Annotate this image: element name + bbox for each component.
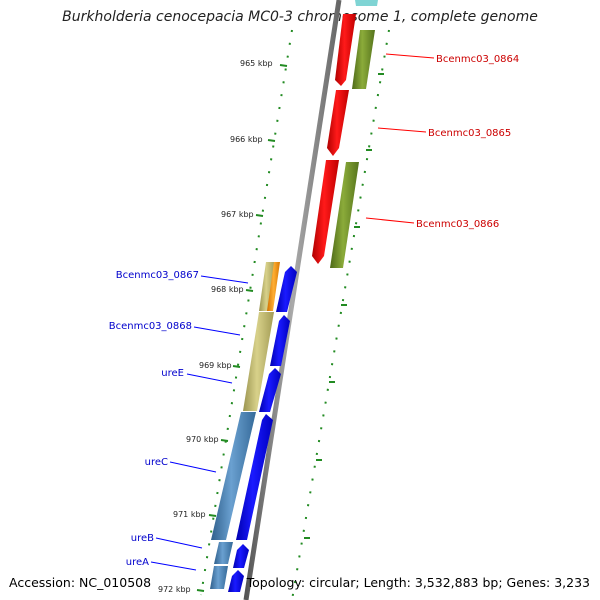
cog-block-ureB — [214, 542, 233, 564]
reverse-genes — [228, 266, 297, 592]
cog-track-reverse — [210, 262, 280, 589]
tick-guide-inner — [200, 29, 293, 596]
accession-text: Accession: NC_010508 — [9, 575, 152, 590]
gene-arrow-ureA — [228, 570, 244, 592]
cog-block-0867b — [267, 262, 280, 311]
kbp-label-970: 970 kbp — [186, 435, 219, 444]
gene-label-0866[interactable]: Bcenmc03_0866 — [416, 219, 499, 230]
kbp-label-969: 969 kbp — [199, 361, 232, 370]
kbp-label-972: 972 kbp — [158, 585, 191, 594]
kbp-label-966: 966 kbp — [230, 135, 263, 144]
gene-arrow-0868 — [270, 315, 290, 366]
forward-leaders — [365, 53, 435, 224]
cog-block-0864 — [352, 30, 375, 89]
kbp-label-968: 968 kbp — [211, 285, 244, 294]
gene-label-ureA[interactable]: ureA — [126, 557, 149, 568]
genome-backbone — [243, 0, 342, 600]
gene-label-0864[interactable]: Bcenmc03_0864 — [436, 54, 519, 65]
gene-arrow-ureE — [259, 368, 281, 412]
map-title: Burkholderia cenocepacia MC0-3 chromosom… — [62, 9, 538, 25]
gene-label-ureE[interactable]: ureE — [161, 368, 184, 379]
topology-text: Topology: circular; Length: 3,532,883 bp… — [246, 575, 590, 590]
gene-arrow-0867 — [276, 266, 297, 312]
cog-block-0866 — [330, 162, 359, 268]
gene-label-0867[interactable]: Bcenmc03_0867 — [116, 270, 199, 281]
gene-arrow-0865 — [327, 90, 349, 156]
gene-arrow-0866 — [312, 160, 339, 264]
gene-arrow-ureB — [233, 544, 249, 568]
cog-fragment-top — [355, 0, 378, 6]
kbp-ticks — [196, 64, 288, 592]
gene-arrow-ureC — [236, 414, 273, 540]
forward-genes — [312, 14, 356, 264]
gene-label-0868[interactable]: Bcenmc03_0868 — [109, 321, 192, 332]
outer-ticks — [304, 73, 384, 539]
gene-label-ureC[interactable]: ureC — [145, 457, 168, 468]
gene-label-ureB[interactable]: ureB — [131, 533, 154, 544]
kbp-label-971: 971 kbp — [173, 510, 206, 519]
kbp-label-965: 965 kbp — [240, 59, 273, 68]
gene-label-0865[interactable]: Bcenmc03_0865 — [428, 128, 511, 139]
tick-guide-outer — [291, 29, 390, 600]
reverse-leaders — [150, 275, 249, 571]
cog-track-forward — [330, 30, 375, 268]
cog-block-ureC — [211, 412, 256, 540]
cog-block-0867 — [259, 262, 275, 311]
cog-block-ureA — [210, 566, 228, 589]
cog-block-0868 — [243, 312, 274, 411]
gene-arrow-0864 — [335, 14, 356, 86]
kbp-label-967: 967 kbp — [221, 210, 254, 219]
